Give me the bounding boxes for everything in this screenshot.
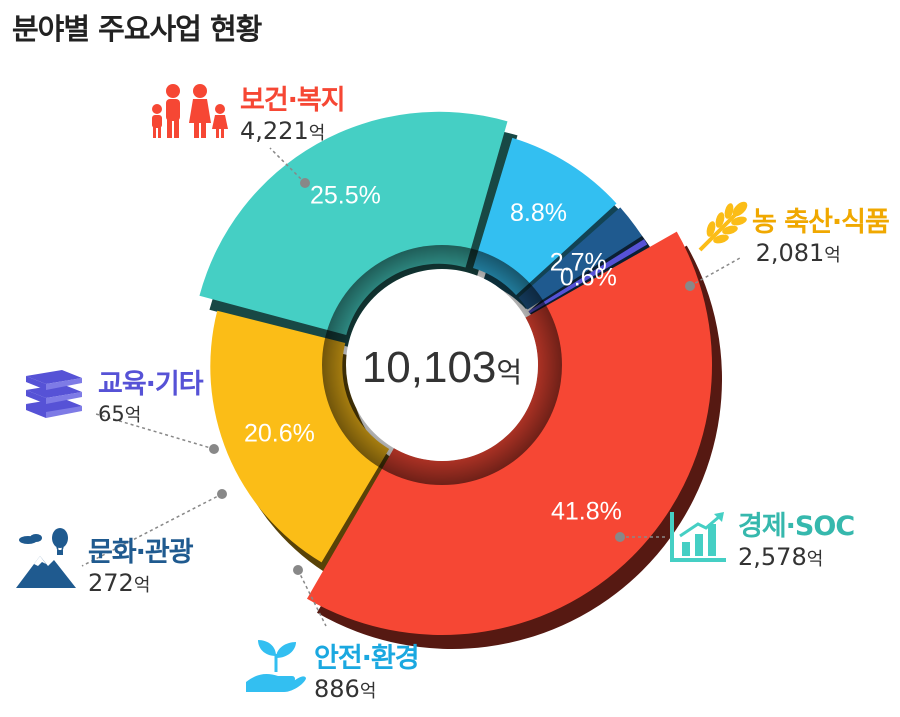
- center-hole: [346, 269, 538, 461]
- label-name: 경제·SOC: [738, 511, 855, 542]
- leader-line: [81, 493, 223, 567]
- leader-line: [95, 413, 215, 450]
- percent-label: 41.8%: [551, 497, 622, 525]
- center-total-unit: 억: [496, 357, 522, 388]
- donut-slice: [528, 239, 648, 314]
- label-agri-food: 농 축산·식품 2,081억: [752, 200, 890, 267]
- leader-dot: [685, 281, 695, 291]
- leader-dot: [209, 444, 219, 454]
- label-value: 886억: [314, 675, 377, 703]
- label-culture-tourism: 문화·관광 272억: [88, 530, 194, 597]
- plant-hand-icon: [246, 640, 306, 692]
- percent-label: 0.6%: [560, 264, 617, 292]
- donut-slice: [210, 310, 390, 563]
- label-name: 교육·기타: [98, 369, 204, 400]
- label-safety-environment: 안전·환경 886억: [314, 636, 420, 703]
- label-name: 문화·관광: [88, 537, 194, 568]
- center-total-value: 10,103: [362, 343, 497, 392]
- percent-label: 20.6%: [244, 419, 315, 447]
- label-value: 272억: [88, 569, 151, 597]
- donut-slice: [518, 207, 642, 310]
- label-name: 안전·환경: [314, 643, 420, 674]
- leader-dot: [615, 532, 625, 542]
- donut-slice: [199, 111, 508, 335]
- donut-slice: [472, 137, 617, 296]
- label-value: 2,081억: [755, 239, 841, 267]
- percent-label: 2.7%: [550, 249, 607, 277]
- leader-line: [297, 569, 327, 627]
- label-name: 농 축산·식품: [752, 207, 890, 238]
- label-value: 4,221억: [240, 117, 326, 145]
- label-health-welfare: 보건·복지 4,221억: [240, 78, 346, 145]
- label-name: 보건·복지: [240, 85, 346, 116]
- center-total: 10,103억: [362, 343, 522, 392]
- leader-dot: [300, 178, 310, 188]
- percent-label: 8.8%: [510, 199, 567, 227]
- wheat-icon: [698, 201, 748, 252]
- mountain-balloon-icon: [16, 528, 76, 588]
- family-icon: [152, 84, 228, 138]
- label-value: 2,578억: [738, 543, 824, 571]
- growth-chart-icon: [670, 512, 726, 562]
- leader-dot: [217, 489, 227, 499]
- label-education-other: 교육·기타 65억: [98, 362, 204, 427]
- label-value: 65억: [98, 402, 142, 426]
- leader-line: [269, 147, 306, 184]
- leader-dot: [293, 565, 303, 575]
- percent-label: 25.5%: [310, 181, 381, 209]
- label-economy-soc: 경제·SOC 2,578억: [738, 504, 855, 571]
- books-icon: [26, 370, 82, 418]
- chart-title: 분야별 주요사업 현황: [12, 12, 262, 46]
